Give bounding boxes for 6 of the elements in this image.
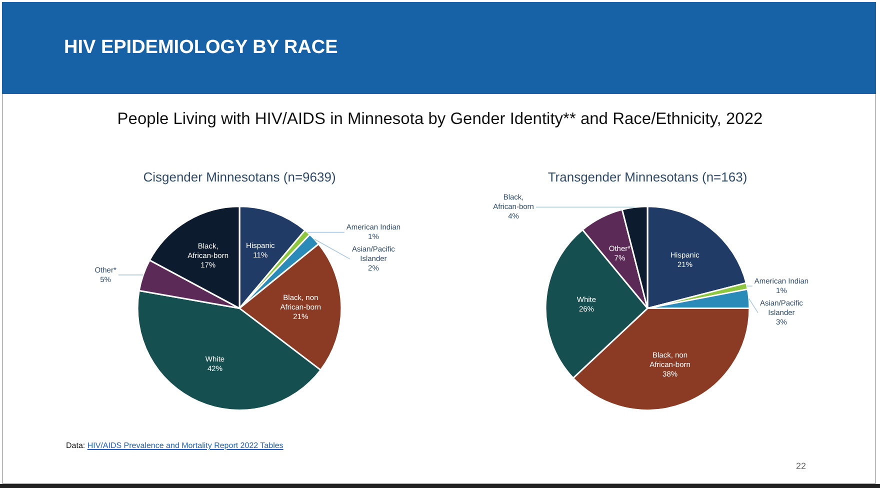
- text: HIV EPIDEMIOLOGY BY RACE: [2, 2, 876, 94]
- chart-title: Transgender Minnesotans (n=163): [548, 169, 748, 184]
- text: Data: HIV/AIDS Prevalence and Mortality Report 2022 Tables: [66, 441, 284, 450]
- text: People Living with HIV/AIDS in Minnesota by Gender Identity** and Race/Ethnicity, 2022: [116, 110, 764, 129]
- text: 22: [796, 461, 806, 471]
- chart-title: Cisgender Minnesotans (n=9639): [143, 169, 336, 184]
